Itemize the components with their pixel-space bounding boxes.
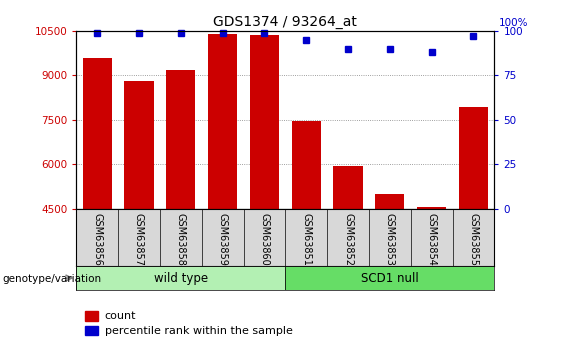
Bar [459, 107, 488, 209]
Text: GSM63858: GSM63858 [176, 213, 186, 266]
Text: SCD1 null: SCD1 null [361, 272, 419, 285]
Bar [76, 266, 285, 290]
Text: wild type: wild type [154, 272, 208, 285]
Bar [375, 194, 405, 209]
Bar [250, 36, 279, 209]
Bar [208, 34, 237, 209]
Text: GSM63851: GSM63851 [301, 213, 311, 266]
Text: genotype/variation: genotype/variation [3, 274, 102, 284]
Text: GSM63852: GSM63852 [343, 213, 353, 266]
Text: GSM63857: GSM63857 [134, 213, 144, 266]
Text: GSM63853: GSM63853 [385, 213, 395, 266]
Bar [333, 166, 363, 209]
Bar [85, 326, 98, 335]
Text: GSM63859: GSM63859 [218, 213, 228, 266]
Text: GSM63854: GSM63854 [427, 213, 437, 266]
Bar [285, 266, 494, 290]
Title: GDS1374 / 93264_at: GDS1374 / 93264_at [214, 14, 357, 29]
Text: 100%: 100% [498, 18, 528, 28]
Bar [417, 207, 446, 209]
Text: GSM63855: GSM63855 [468, 213, 479, 266]
Text: count: count [105, 312, 136, 321]
Bar [124, 81, 154, 209]
Text: GSM63856: GSM63856 [92, 213, 102, 266]
Bar [292, 121, 321, 209]
Text: GSM63860: GSM63860 [259, 213, 270, 265]
Bar [166, 70, 195, 209]
Bar [82, 58, 112, 209]
Text: percentile rank within the sample: percentile rank within the sample [105, 326, 293, 335]
Bar [85, 311, 98, 321]
